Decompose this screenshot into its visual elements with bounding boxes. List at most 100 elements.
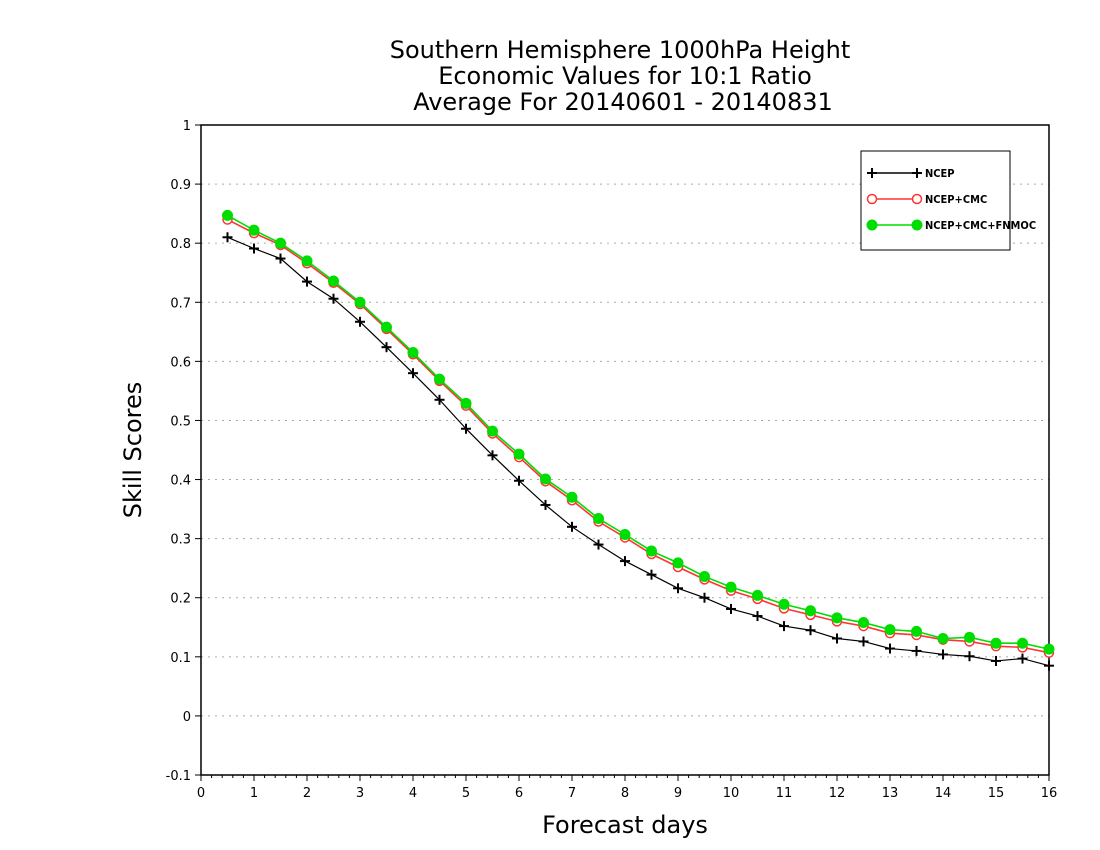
data-point xyxy=(566,491,578,503)
data-point xyxy=(381,342,392,353)
data-point xyxy=(912,168,922,178)
y-tick-label: 0.2 xyxy=(170,592,191,607)
legend-label: NCEP+CMC+FNMOC xyxy=(925,219,1036,232)
y-tick-label: 0.4 xyxy=(170,474,191,489)
data-point xyxy=(832,633,842,644)
data-point xyxy=(222,209,233,221)
data-point xyxy=(884,624,896,636)
x-tick-label: 0 xyxy=(197,786,205,801)
data-point xyxy=(911,193,923,205)
data-point xyxy=(964,631,975,643)
data-point xyxy=(567,521,577,532)
y-tick-label: 0 xyxy=(183,710,191,725)
data-point xyxy=(726,603,736,614)
legend-label: NCEP+CMC xyxy=(925,193,987,206)
data-point xyxy=(328,275,339,287)
data-point xyxy=(938,649,948,660)
series-layer xyxy=(222,209,1055,671)
legend-item: NCEP+CMC+FNMOC xyxy=(866,219,1036,232)
legend: NCEP NCEP+CMC NCEP+CMC+FNMOC xyxy=(860,150,1036,251)
x-tick-label: 14 xyxy=(935,786,952,801)
data-point xyxy=(866,219,878,231)
series-line xyxy=(227,218,1050,654)
x-tick-label: 10 xyxy=(723,786,740,801)
x-tick-label: 2 xyxy=(303,786,311,801)
data-point xyxy=(858,617,869,629)
data-point xyxy=(858,636,869,647)
legend-item: NCEP xyxy=(867,167,955,180)
y-tick-label: 0.9 xyxy=(170,178,191,193)
data-point xyxy=(302,276,312,287)
title-line-3: Average For 20140601 - 20140831 xyxy=(413,88,833,116)
x-tick-label: 13 xyxy=(882,786,899,801)
data-point xyxy=(991,655,1001,666)
x-tick-label: 4 xyxy=(409,786,417,801)
data-point xyxy=(752,611,763,622)
data-point xyxy=(513,448,525,460)
data-point xyxy=(301,255,313,267)
data-point xyxy=(805,605,816,617)
data-point xyxy=(911,645,922,656)
data-point xyxy=(354,296,366,308)
data-point xyxy=(1017,637,1028,649)
data-point xyxy=(593,513,604,525)
series-line xyxy=(227,236,1050,667)
data-point xyxy=(620,556,630,567)
data-point xyxy=(619,529,631,540)
y-axis-label: Skill Scores xyxy=(119,382,147,519)
data-point xyxy=(964,651,975,662)
data-point xyxy=(866,193,878,205)
x-tick-label: 8 xyxy=(621,786,629,801)
y-tick-label: -0.1 xyxy=(166,769,191,784)
data-point xyxy=(646,569,657,580)
series-ncep-cmc xyxy=(222,214,1055,658)
data-point xyxy=(408,368,418,379)
data-point xyxy=(514,475,524,486)
data-point xyxy=(461,423,471,434)
data-point xyxy=(867,168,877,178)
y-tick-label: 0.8 xyxy=(170,237,191,252)
title-line-2: Economic Values for 10:1 Ratio xyxy=(438,62,812,90)
data-point xyxy=(487,450,498,461)
data-point xyxy=(275,253,286,264)
x-tick-label: 12 xyxy=(829,786,846,801)
data-point xyxy=(778,598,790,610)
data-point xyxy=(222,232,233,243)
data-point xyxy=(328,293,339,304)
data-point xyxy=(672,557,684,569)
y-tick-label: 0.3 xyxy=(170,533,191,548)
y-tick-labels: -0.1 0 0.1 0.2 0.3 0.4 0.5 0.6 0.7 0.8 0.9 1 xyxy=(166,119,191,784)
x-tick-label: 6 xyxy=(515,786,523,801)
series-line xyxy=(227,214,1050,650)
x-tick-label: 9 xyxy=(674,786,682,801)
data-point xyxy=(1043,643,1055,655)
data-point xyxy=(831,612,843,624)
x-tick-label: 3 xyxy=(356,786,364,801)
axis-ticks xyxy=(195,124,1050,781)
data-point xyxy=(990,637,1002,649)
data-point xyxy=(593,539,604,550)
data-point xyxy=(885,643,895,654)
x-tick-label: 5 xyxy=(462,786,470,801)
legend-label: NCEP xyxy=(925,167,955,180)
data-point xyxy=(646,545,657,557)
data-point xyxy=(381,321,392,333)
data-point xyxy=(725,581,737,593)
data-point xyxy=(779,621,789,632)
data-point xyxy=(699,570,710,582)
data-point xyxy=(460,397,472,409)
data-point xyxy=(434,373,445,385)
x-tick-label: 7 xyxy=(568,786,576,801)
x-tick-label: 16 xyxy=(1041,786,1058,801)
data-point xyxy=(355,316,365,327)
y-tick-label: 0.5 xyxy=(170,414,191,429)
x-tick-label: 1 xyxy=(250,786,258,801)
chart-title: Southern Hemisphere 1000hPa Height Econo… xyxy=(390,36,850,116)
x-tick-label: 15 xyxy=(988,786,1005,801)
data-point xyxy=(911,219,923,231)
data-point xyxy=(540,473,551,485)
y-tick-label: 0.6 xyxy=(170,355,191,370)
title-line-1: Southern Hemisphere 1000hPa Height xyxy=(390,36,850,64)
data-point xyxy=(673,583,683,594)
